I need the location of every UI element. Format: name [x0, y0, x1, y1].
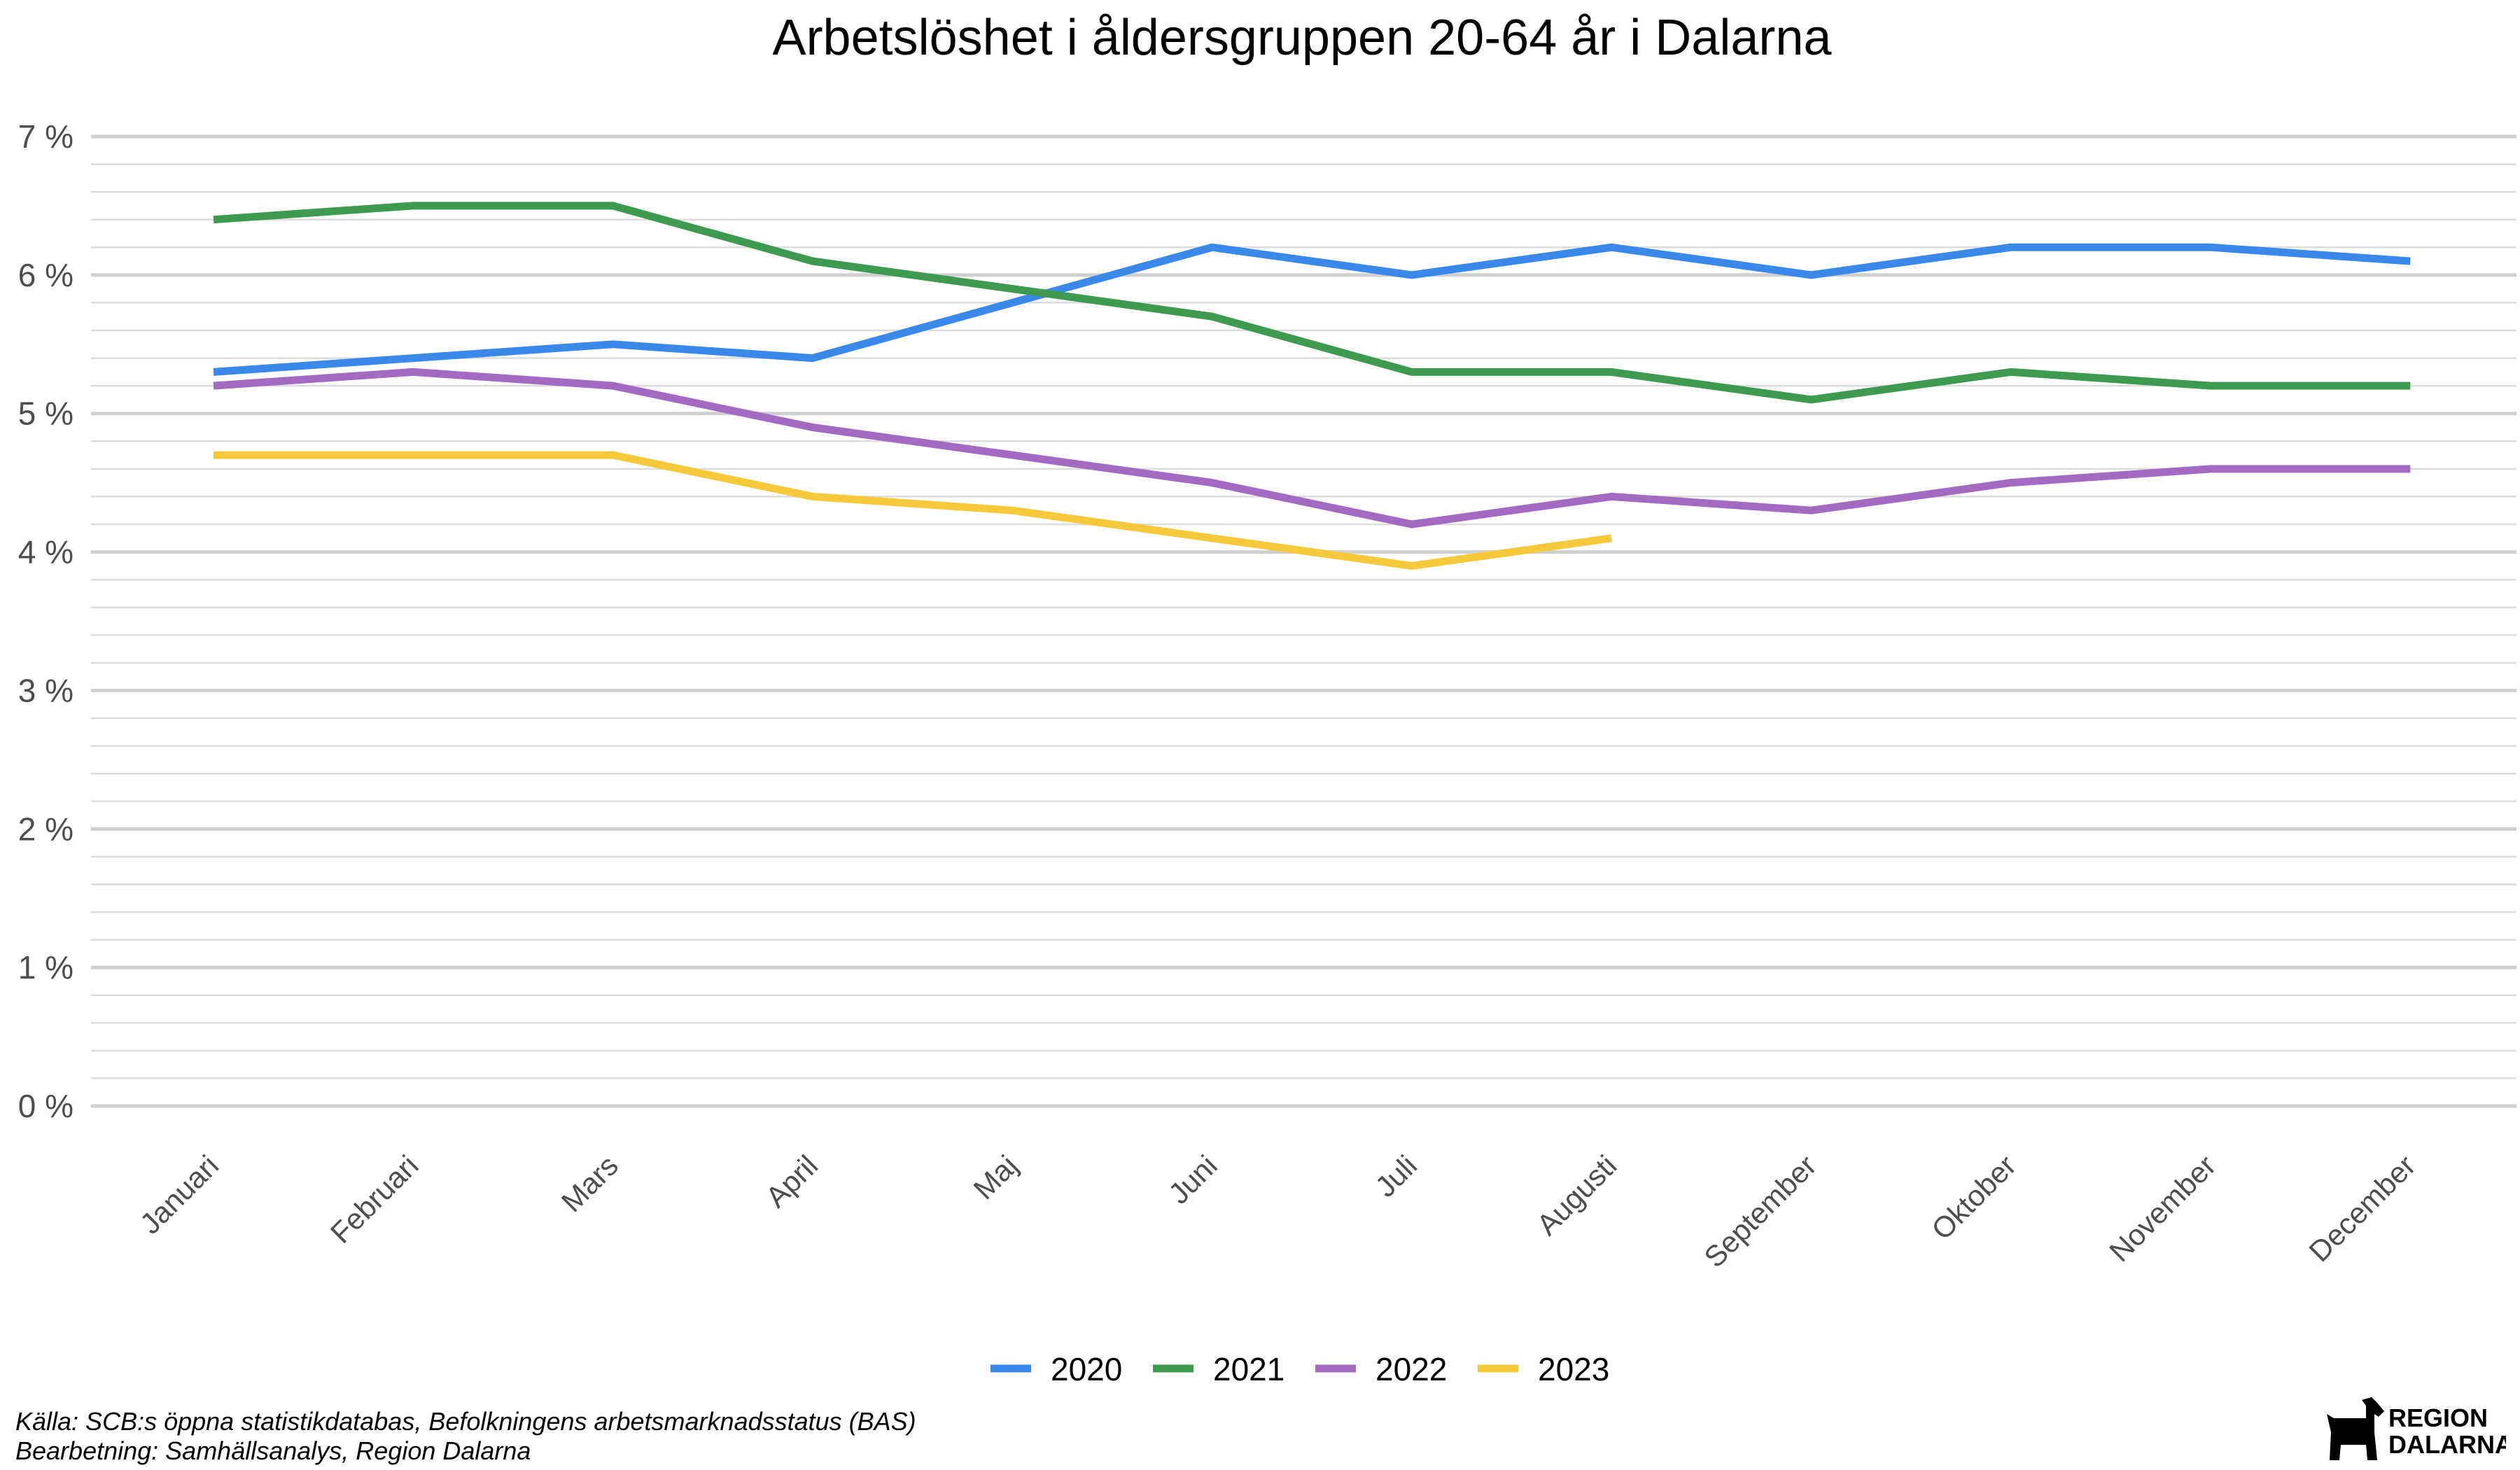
source-caption: Källa: SCB:s öppna statistikdatabas, Bef… [15, 1407, 916, 1436]
y-tick-label: 0 % [18, 1088, 74, 1124]
legend-label-2023: 2023 [1538, 1351, 1609, 1387]
x-tick-label: Augusti [1530, 1149, 1623, 1241]
legend-label-2020: 2020 [1051, 1351, 1122, 1387]
region-dalarna-logo: REGION DALARNA [2324, 1393, 2506, 1463]
x-tick-label: Juli [1368, 1149, 1423, 1203]
x-tick-label: Oktober [1925, 1149, 2022, 1246]
y-tick-label: 7 % [18, 118, 74, 155]
x-tick-label: Juni [1162, 1149, 1224, 1210]
dala-horse-icon [2327, 1397, 2384, 1460]
x-tick-label: April [760, 1149, 825, 1214]
x-tick-label: December [2302, 1149, 2421, 1268]
x-tick-label: Februari [324, 1149, 425, 1250]
y-tick-label: 4 % [18, 534, 74, 570]
series-line-2020 [214, 247, 2410, 372]
y-tick-label: 3 % [18, 672, 74, 708]
y-tick-label: 6 % [18, 257, 74, 293]
x-tick-label: Maj [967, 1149, 1023, 1205]
x-tick-label: September [1698, 1149, 1823, 1274]
x-tick-label: Mars [555, 1149, 624, 1218]
x-tick-label: Januari [134, 1149, 225, 1240]
logo-line2: DALARNA [2388, 1430, 2506, 1459]
logo-line1: REGION [2388, 1404, 2488, 1432]
series-line-2022 [214, 372, 2410, 524]
x-axis-ticks: Januari Februari Mars April Maj Juni Juli Augus… [134, 1149, 2422, 1274]
legend: 2020 2021 2022 2023 [990, 1351, 1609, 1387]
chart-title: Arbetslöshet i åldersgruppen 20-64 år i … [773, 10, 1833, 66]
y-tick-label: 2 % [18, 811, 74, 847]
y-tick-label: 5 % [18, 396, 74, 432]
legend-label-2021: 2021 [1213, 1351, 1284, 1387]
series-line-2023 [214, 455, 1611, 566]
legend-label-2022: 2022 [1376, 1351, 1447, 1387]
y-tick-label: 1 % [18, 949, 74, 986]
y-axis-ticks: 0 % 1 % 2 % 3 % 4 % 5 % 6 % 7 % [18, 118, 74, 1124]
processing-caption: Bearbetning: Samhällsanalys, Region Dala… [15, 1436, 531, 1466]
grid [91, 136, 2516, 1106]
x-tick-label: November [2103, 1149, 2222, 1268]
